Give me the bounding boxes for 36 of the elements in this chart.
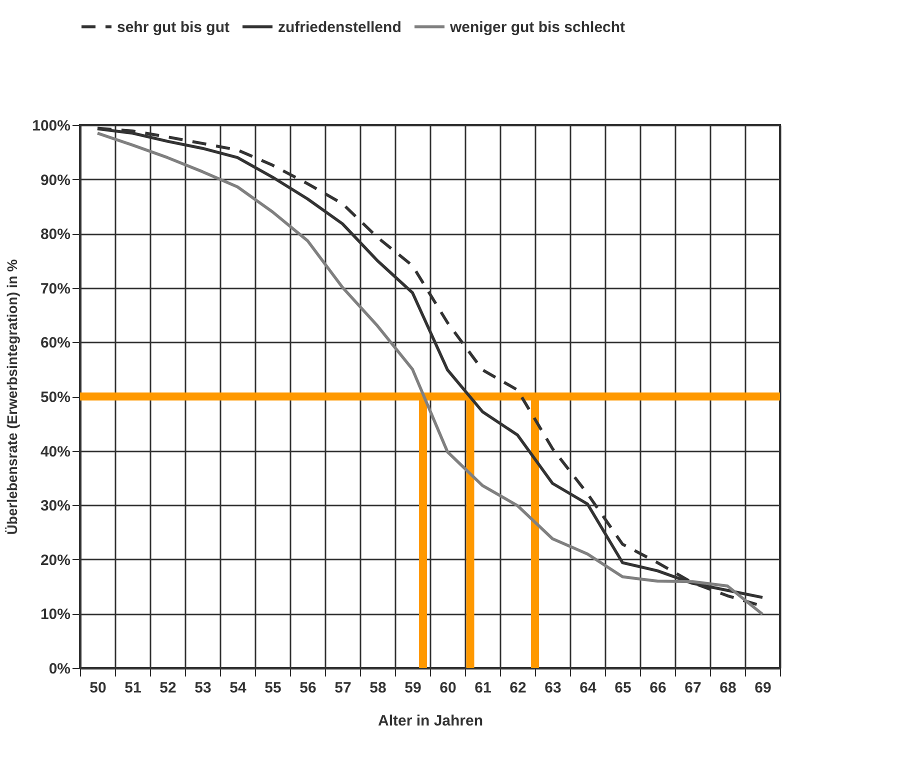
- legend-label: weniger gut bis schlecht: [449, 18, 626, 36]
- y-tick-label: 100%: [32, 118, 70, 134]
- x-tick-label: 52: [160, 680, 176, 696]
- y-tick-label: 80%: [40, 226, 70, 244]
- y-tick-label: 70%: [40, 280, 70, 298]
- x-tick-label: 64: [580, 680, 597, 696]
- x-tick-label: 61: [474, 680, 492, 696]
- legend-label: sehr gut bis gut: [117, 18, 230, 36]
- y-tick-label: 10%: [40, 606, 70, 624]
- x-tick-label: 63: [544, 680, 562, 696]
- x-tick-label: 50: [90, 680, 106, 696]
- x-axis-title: Alter in Jahren: [378, 712, 484, 730]
- y-tick-label: 60%: [40, 334, 70, 352]
- y-tick-label: 30%: [40, 498, 70, 515]
- y-tick-label: 20%: [40, 552, 70, 569]
- x-tick-label: 51: [124, 680, 142, 696]
- x-tick-label: 62: [510, 680, 526, 696]
- x-tick-label: 56: [300, 680, 316, 696]
- x-tick-label: 54: [230, 680, 247, 696]
- y-tick-label: 0%: [48, 660, 70, 678]
- x-tick-label: 55: [264, 680, 282, 696]
- x-tick-label: 66: [650, 680, 666, 696]
- x-tick-label: 65: [614, 680, 632, 696]
- x-tick-label: 68: [720, 680, 736, 696]
- legend-label: zufriedenstellend: [278, 18, 402, 36]
- x-tick-label: 53: [194, 680, 212, 696]
- x-tick-label: 67: [684, 680, 702, 696]
- x-tick-label: 60: [440, 680, 456, 696]
- y-tick-label: 90%: [40, 172, 70, 189]
- x-tick-label: 58: [370, 680, 386, 696]
- y-tick-label: 50%: [40, 389, 70, 406]
- x-tick-label: 59: [404, 680, 422, 696]
- y-axis-title: Überlebensrate (Erwerbsintegration) in %: [4, 258, 20, 535]
- x-tick-label: 69: [754, 680, 772, 696]
- y-tick-label: 40%: [40, 443, 70, 460]
- x-tick-label: 57: [334, 680, 352, 696]
